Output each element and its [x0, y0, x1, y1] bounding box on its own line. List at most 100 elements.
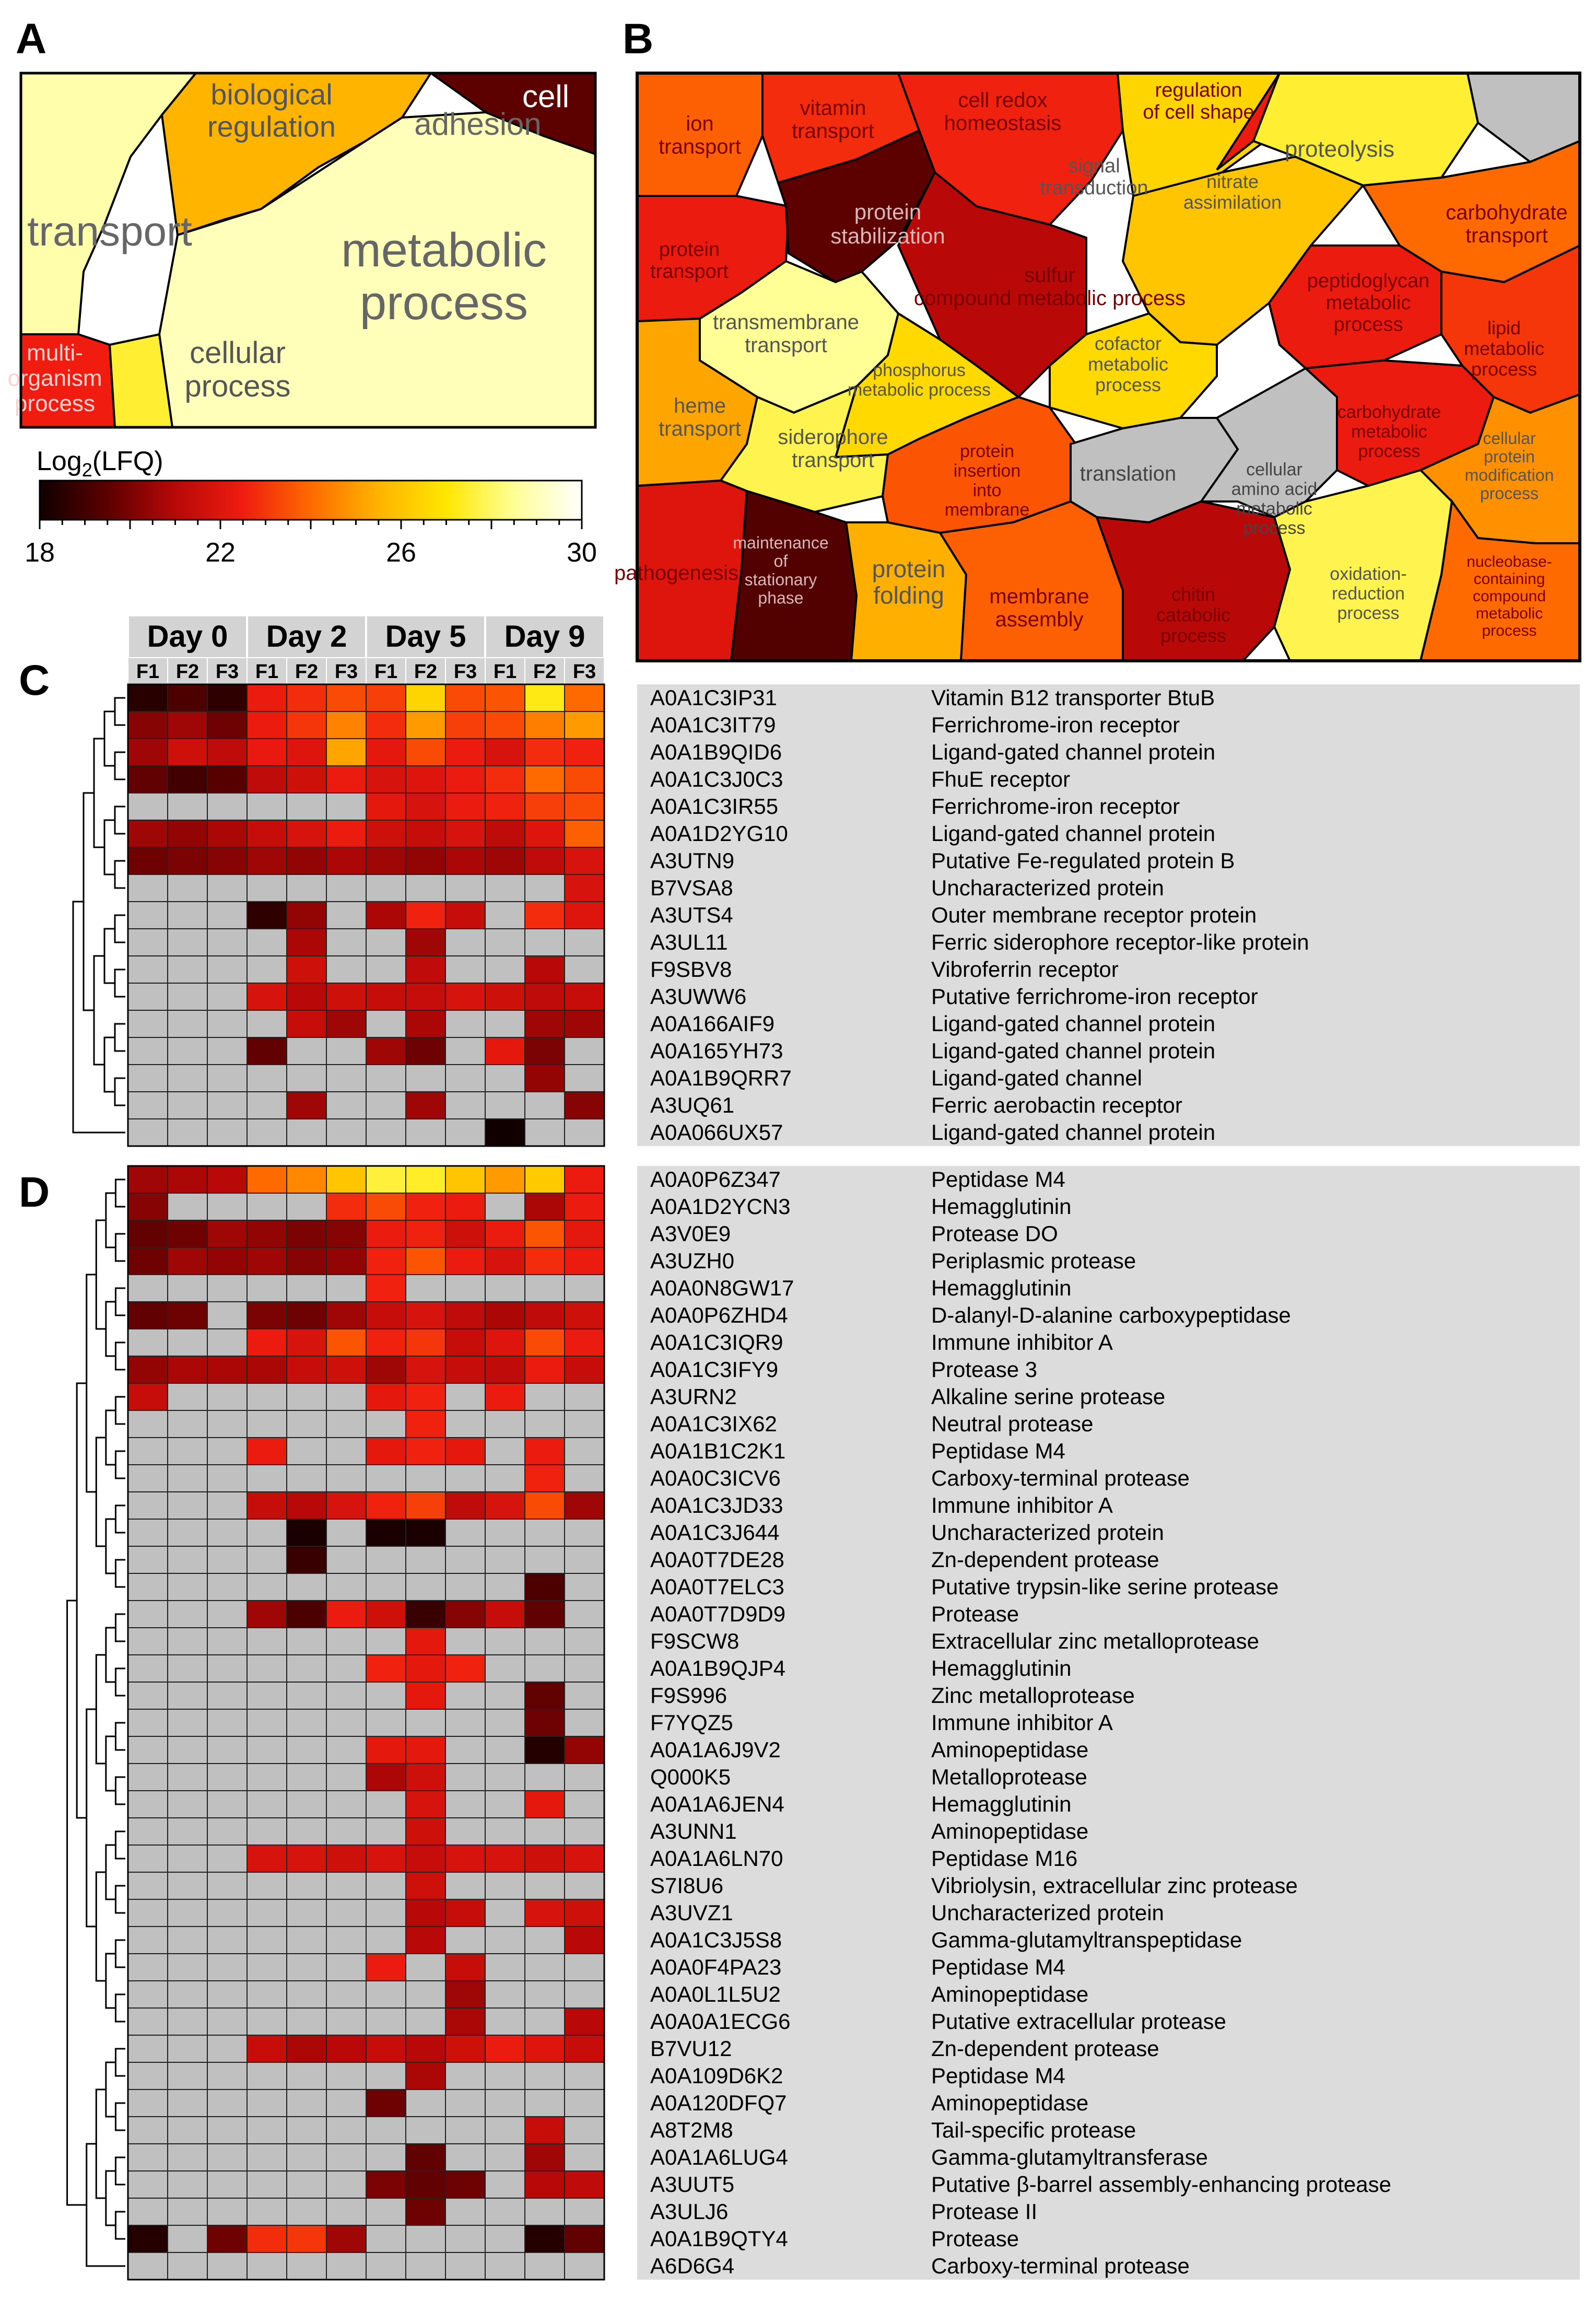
panel-c-row-name: Uncharacterized protein	[931, 875, 1164, 900]
panel-d-cell	[247, 1165, 287, 1194]
panel-c-cell	[445, 1091, 486, 1119]
panel-c-cell	[564, 738, 605, 766]
panel-d-cell	[524, 1437, 565, 1465]
panel-d-cell	[167, 1491, 208, 1520]
panel-d-cell	[207, 1519, 248, 1547]
panel-d-cell	[445, 2143, 486, 2171]
panel-d-row-id: A0A1A6J9V2	[650, 1737, 781, 1762]
panel-c-cell	[207, 955, 248, 984]
panel-d-dendrogram-branch	[114, 1504, 125, 1534]
panel-d-cell	[286, 1546, 327, 1574]
panel-c-cell	[286, 1118, 327, 1147]
panel-c-cell	[564, 1118, 605, 1147]
panel-d-cell	[564, 1736, 605, 1764]
panel-d-cell	[167, 1383, 208, 1411]
panel-d-cell	[247, 2062, 287, 2090]
replicate-header-f3: F3	[335, 661, 358, 683]
panel-c-cell	[564, 1064, 605, 1092]
panel-c-row-name: Ligand-gated channel protein	[931, 821, 1215, 846]
panel-c-cell	[247, 1118, 287, 1147]
panel-c-cell	[247, 711, 287, 739]
panel-d-cell	[445, 2035, 486, 2063]
panel-c-cell	[485, 1091, 525, 1119]
panel-d-row-id: A0A0T7ELC3	[650, 1574, 784, 1599]
panel-d-cell	[286, 1736, 327, 1764]
panel-d-cell	[207, 2089, 248, 2117]
panel-c-cell	[286, 738, 327, 766]
panel-c-dendrogram-branch	[72, 901, 125, 1134]
panel-d-row-id: A0A1A6LUG4	[650, 2145, 788, 2169]
replicate-header-bg	[327, 658, 366, 683]
panel-d-cell	[286, 1709, 327, 1737]
panel-c-label-panel	[637, 684, 1580, 1146]
panel-c-cell	[366, 792, 406, 821]
panel-d-cell	[326, 1410, 367, 1438]
panel-d-cell	[485, 1519, 525, 1547]
panel-d-row-id: A0A0T7D9D9	[650, 1602, 785, 1626]
panel-d-row-id: A0A1A6JEN4	[650, 1792, 784, 1816]
colorbar-title: Log2(LFQ)	[37, 446, 163, 481]
panel-d-cell	[326, 1519, 367, 1547]
panel-d-cell	[286, 2198, 327, 2226]
panel-c-cell	[445, 684, 486, 712]
panel-d-cell	[445, 1274, 486, 1302]
panel-d-cell	[167, 1980, 208, 2009]
panel-c-cell	[485, 955, 525, 984]
panel-d-cell	[247, 2089, 287, 2117]
panel-c-cell	[286, 1010, 327, 1038]
panel-d-cell	[326, 2225, 367, 2253]
panel-d-cell	[524, 1383, 565, 1411]
day-header-bg	[248, 616, 365, 657]
panel-d-cell	[326, 1383, 367, 1411]
panel-d-cell	[524, 1709, 565, 1737]
panel-d-cell	[167, 1600, 208, 1628]
panel-d-cell	[247, 1437, 287, 1465]
panel-d-cell	[445, 1356, 486, 1384]
panel-d-row-name: Peptidase M4	[931, 1955, 1065, 1979]
panel-c-cell	[286, 792, 327, 821]
panel-d-dendrogram-branch	[105, 1301, 116, 1357]
panel-d-cell	[286, 1464, 327, 1492]
panel-b-label-protein-transport: protein transport	[650, 239, 729, 283]
panel-c-cell	[445, 1010, 486, 1038]
panel-d-cell	[207, 2170, 248, 2199]
panel-d-cell	[286, 1220, 327, 1248]
panel-d-cell	[247, 1953, 287, 1981]
panel-d-cell	[207, 2198, 248, 2226]
panel-d-cell	[207, 1247, 248, 1275]
panel-d-cell	[247, 2198, 287, 2226]
panel-c-cell	[485, 1037, 525, 1065]
panel-c-cell	[326, 1037, 367, 1065]
panel-d-cell	[564, 1682, 605, 1710]
panel-d-row-name: Peptidase M4	[931, 1167, 1065, 1192]
panel-d-cell	[405, 1383, 446, 1411]
panel-d-row-name: Gamma-glutamyltranspeptidase	[931, 1928, 1242, 1952]
panel-d-row-id: A0A1A6LN70	[650, 1846, 783, 1871]
panel-c-cell	[326, 684, 367, 712]
panel-d-row-name: Metalloprotease	[931, 1765, 1087, 1789]
panel-c-cell	[485, 1064, 525, 1092]
panel-d-dendrogram-branch	[105, 1735, 116, 1792]
panel-c-dendrogram-branch	[103, 1036, 115, 1093]
panel-d-row-id: A0A1C3J5S8	[650, 1928, 782, 1952]
panel-d-cell	[286, 2225, 327, 2253]
panel-d-cell	[286, 1844, 327, 1873]
panel-d-cell	[524, 1356, 565, 1384]
panel-d-cell	[326, 1844, 367, 1873]
panel-d-cell	[445, 1247, 486, 1275]
panel-d-cell	[326, 1872, 367, 1900]
panel-d-cell	[524, 1410, 565, 1438]
panel-d-dendrogram-branch	[76, 1382, 87, 1819]
panel-c-cell	[485, 847, 525, 875]
panel-d-cell	[127, 1600, 168, 1628]
panel-d-cell	[564, 1546, 605, 1574]
panel-d-cell	[207, 1763, 248, 1791]
colorbar: Log2(LFQ) 18 22 26 30	[25, 446, 597, 568]
panel-d-cell	[366, 1817, 406, 1846]
panel-d-row-id: B7VU12	[650, 2036, 732, 2061]
panel-d-row-id: A0A120DFQ7	[650, 2091, 787, 2115]
panel-d-cell	[366, 1274, 406, 1302]
panel-d-cell	[326, 1220, 367, 1248]
panel-d-row-id: A0A1C3J644	[650, 1520, 780, 1545]
replicate-header-f1: F1	[136, 661, 159, 683]
